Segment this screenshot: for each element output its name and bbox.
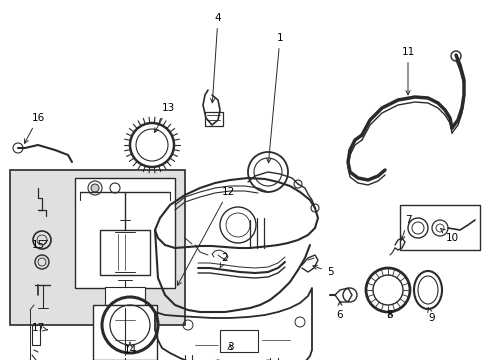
- Text: 2: 2: [220, 253, 228, 268]
- Bar: [100, 230, 150, 275]
- Circle shape: [450, 51, 460, 61]
- Bar: [93, 305, 157, 360]
- Text: 3: 3: [226, 342, 233, 352]
- Bar: [220, 330, 258, 352]
- Text: 15: 15: [31, 240, 47, 250]
- Circle shape: [110, 183, 120, 193]
- Text: 5: 5: [312, 265, 333, 277]
- Bar: [204, 112, 223, 126]
- Text: 8: 8: [386, 310, 392, 320]
- Text: 7: 7: [400, 215, 410, 240]
- Text: 14: 14: [123, 342, 136, 355]
- Text: 9: 9: [427, 307, 434, 323]
- Circle shape: [293, 180, 302, 188]
- Bar: [105, 287, 145, 305]
- Text: 11: 11: [401, 47, 414, 95]
- Circle shape: [88, 181, 102, 195]
- Text: 16: 16: [24, 113, 44, 143]
- Text: 13: 13: [154, 103, 174, 132]
- Circle shape: [310, 204, 318, 212]
- Text: 12: 12: [177, 187, 234, 285]
- Text: 10: 10: [440, 228, 458, 243]
- Text: 4: 4: [210, 13, 221, 103]
- Bar: [399, 205, 479, 250]
- Text: 17: 17: [31, 323, 47, 333]
- Text: 1: 1: [266, 33, 283, 163]
- FancyBboxPatch shape: [10, 170, 184, 325]
- Text: 6: 6: [336, 301, 343, 320]
- FancyBboxPatch shape: [75, 178, 175, 288]
- Circle shape: [91, 184, 99, 192]
